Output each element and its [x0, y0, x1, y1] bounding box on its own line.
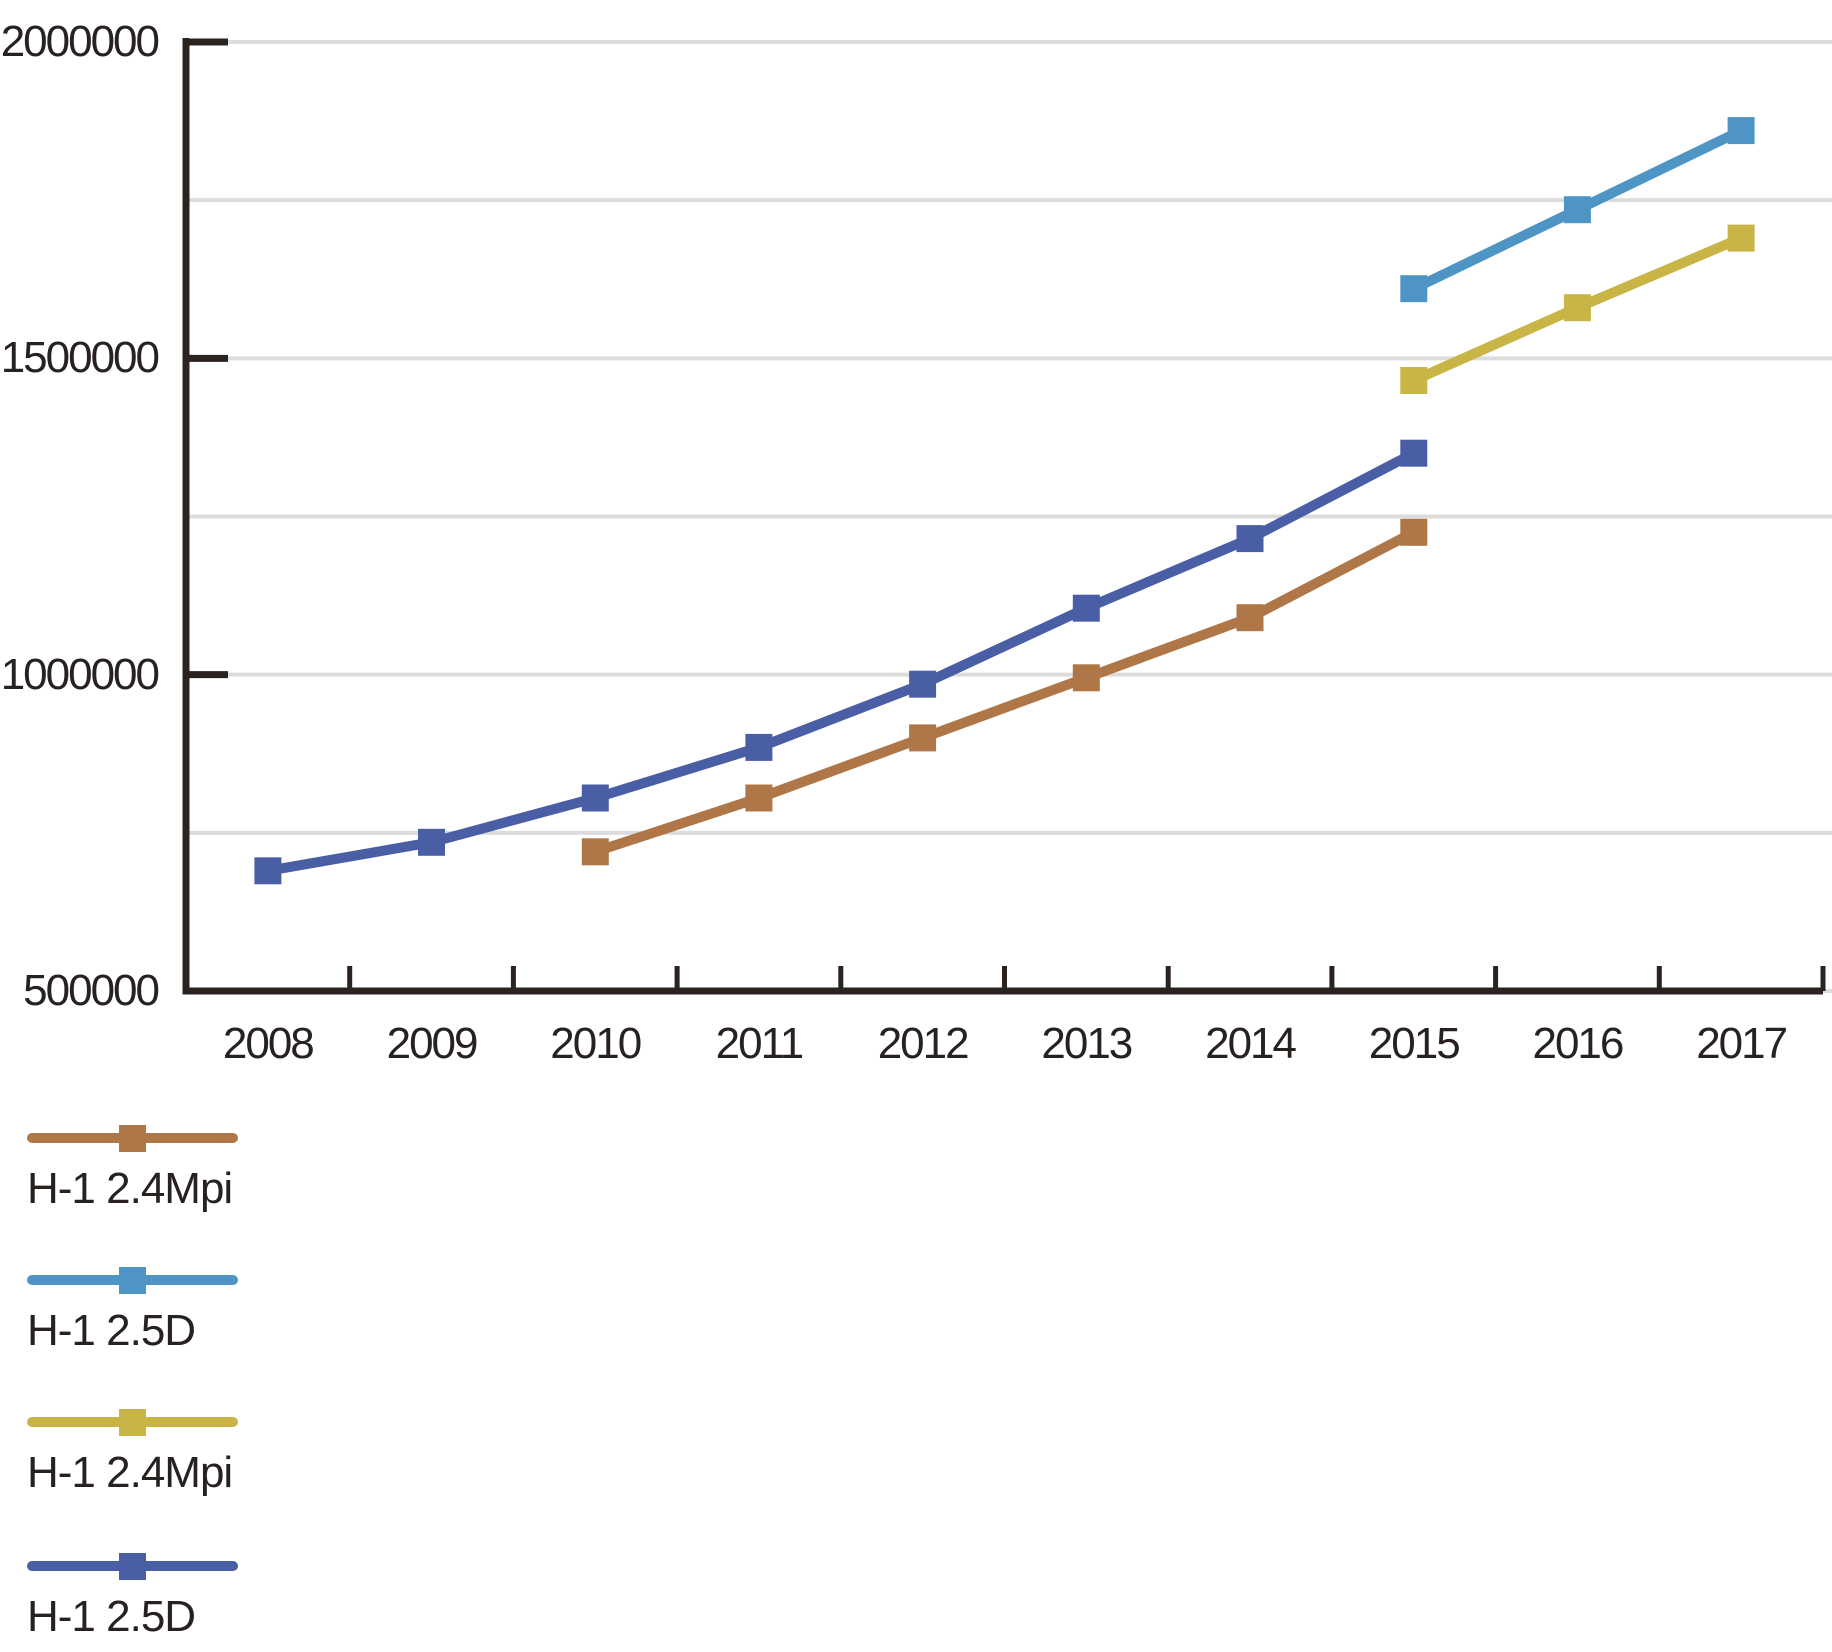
x-tick-label: 2011	[715, 1019, 805, 1068]
y-tick-label: 500000	[23, 966, 160, 1015]
x-tick-label: 2010	[550, 1019, 642, 1068]
legend-line-swatch	[27, 1267, 238, 1294]
y-tick-label: 1000000	[0, 649, 160, 699]
y-tick-label: 2000000	[0, 17, 160, 66]
legend-label: H-1 2.5D	[27, 1306, 196, 1355]
legend-label: H-1 2.4Mpi	[27, 1164, 233, 1213]
square-marker-icon	[119, 1125, 146, 1152]
y-tick-label: 1500000	[0, 333, 160, 383]
x-tick-label: 2016	[1532, 1019, 1624, 1068]
x-tick-label: 2013	[1041, 1019, 1133, 1068]
square-marker-icon	[119, 1553, 146, 1580]
legend-label: H-1 2.5D	[27, 1592, 196, 1641]
legend-label: H-1 2.4Mpi	[27, 1448, 233, 1497]
x-tick-label: 2014	[1205, 1019, 1297, 1068]
x-tick-label: 2017	[1696, 1019, 1788, 1068]
x-tick-label: 2008	[222, 1019, 315, 1068]
legend-item: H-1 2.4Mpi	[27, 1409, 327, 1498]
legend-line-swatch	[27, 1409, 238, 1436]
square-marker-icon	[119, 1409, 146, 1436]
legend-line-swatch	[27, 1125, 238, 1152]
legend-line-swatch	[27, 1553, 238, 1580]
x-tick-label: 2012	[877, 1019, 970, 1068]
x-tick-label: 2009	[386, 1019, 479, 1068]
legend-item: H-1 2.5D	[27, 1553, 327, 1642]
square-marker-icon	[119, 1267, 146, 1294]
x-tick-label: 2015	[1368, 1019, 1461, 1068]
legend-item: H-1 2.5D	[27, 1267, 327, 1356]
legend-item: H-1 2.4Mpi	[27, 1125, 327, 1214]
